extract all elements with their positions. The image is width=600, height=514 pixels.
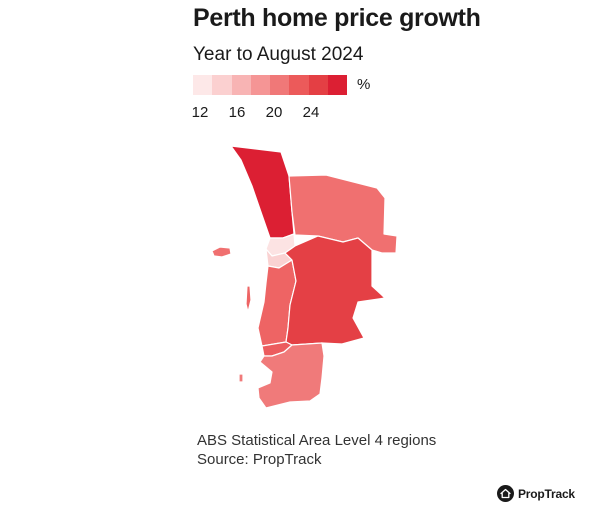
map-region-coastal-islet [238,373,244,383]
brand-name: PropTrack [518,486,575,501]
house-icon [497,485,514,502]
map-region-north-east [288,174,398,254]
brand-logo: PropTrack [497,485,575,502]
map-region-rottnest [211,246,232,258]
legend-tick-20: 20 [265,104,283,121]
chart-title: Perth home price growth [193,4,481,32]
legend-tick-12: 12 [191,104,209,121]
legend-color-step-1 [212,75,232,95]
footnote-regions: ABS Statistical Area Level 4 regions [197,432,437,449]
legend-tick-24: 24 [302,104,320,121]
legend-color-step-3 [250,75,270,95]
chart-subtitle: Year to August 2024 [193,44,364,65]
legend-color-step-2 [231,75,251,95]
map-region-wanneroo [230,145,295,239]
legend-color-step-7 [327,75,347,95]
map-region-south-east [284,235,386,346]
legend-color-step-4 [270,75,290,95]
footnote-source: Source: PropTrack [197,451,322,468]
legend-color-step-0 [193,75,213,95]
map-region-mandurah [257,342,325,409]
map-region-garden-island [245,285,252,313]
legend-color-step-5 [289,75,309,95]
legend-unit: % [357,76,371,93]
legend-tick-16: 16 [228,104,246,121]
color-legend [193,75,347,95]
legend-color-step-6 [308,75,328,95]
